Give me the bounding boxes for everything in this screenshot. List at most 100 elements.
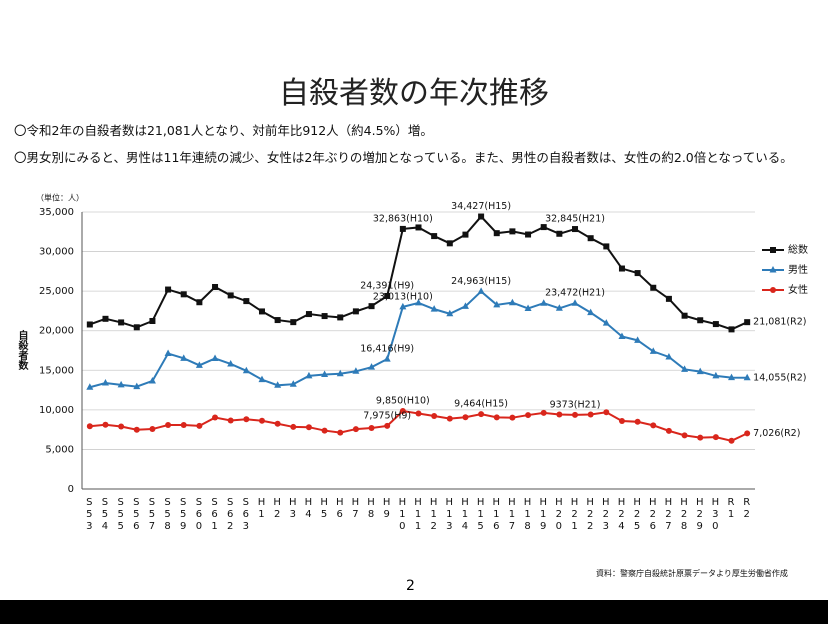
series-line	[89, 290, 748, 389]
point	[525, 412, 532, 419]
data-label: 32,863(H10)	[373, 213, 433, 224]
point	[649, 347, 657, 354]
point	[431, 412, 438, 419]
x-tick-label: S54	[99, 497, 110, 533]
point	[242, 366, 250, 374]
x-tick-label: H21	[569, 497, 580, 533]
point	[399, 408, 406, 415]
point	[384, 422, 391, 429]
point	[133, 426, 140, 433]
x-tick-label: H23	[600, 497, 611, 533]
point	[571, 299, 579, 306]
point	[227, 359, 235, 367]
data-label: 24,963(H15)	[451, 276, 511, 287]
point	[618, 418, 625, 425]
legend-label: 男性	[788, 263, 808, 276]
point	[383, 355, 391, 362]
point	[587, 308, 595, 316]
point	[430, 305, 438, 312]
point	[744, 430, 751, 437]
point	[509, 228, 516, 235]
point	[274, 317, 281, 324]
point	[508, 298, 516, 306]
x-tick-label: H25	[632, 497, 643, 533]
point	[243, 298, 250, 305]
point	[744, 319, 751, 326]
x-tick-label: H12	[428, 497, 439, 533]
x-tick-label: H28	[679, 497, 690, 533]
point	[634, 336, 642, 343]
point	[493, 300, 501, 308]
bullet: 〇男女別にみると、男性は11年連続の減少、女性は2年ぶりの増加となっている。また…	[14, 150, 793, 165]
point	[462, 414, 469, 421]
point	[399, 302, 407, 310]
x-tick-label: H9	[381, 497, 392, 521]
point	[572, 226, 579, 233]
point	[305, 371, 313, 379]
point	[86, 321, 93, 328]
point	[337, 314, 344, 321]
bottom-bar	[0, 600, 828, 624]
x-tick-label: H5	[319, 497, 330, 521]
bullet: 〇令和2年の自殺者数は21,081人となり、対前年比912人（約4.5%）増。	[14, 123, 433, 138]
chart: （単位：人） 自殺者数 0 5,000 10,000 15,000 20,000 25,0…	[16, 193, 808, 534]
point	[165, 286, 172, 293]
point	[634, 418, 641, 425]
point	[493, 414, 500, 421]
series-line	[89, 215, 748, 331]
point	[336, 369, 344, 377]
y-tick-label: 5,000	[45, 444, 74, 455]
x-tick-label: H14	[459, 497, 470, 533]
point	[446, 415, 453, 422]
page-number: 2	[406, 578, 415, 594]
point	[384, 292, 391, 299]
x-tick-label: H17	[506, 497, 517, 533]
point	[461, 302, 469, 309]
point	[118, 423, 125, 430]
point	[289, 380, 297, 387]
point	[618, 265, 625, 272]
point	[164, 349, 172, 357]
point	[227, 292, 234, 299]
x-tick-label: S55	[115, 497, 126, 533]
point	[770, 247, 776, 253]
point	[258, 375, 266, 383]
point	[165, 422, 172, 429]
y-tick-label: 20,000	[39, 326, 74, 337]
point	[769, 266, 777, 273]
point	[650, 284, 657, 291]
point	[337, 429, 344, 436]
x-tick-label: H3	[287, 497, 298, 521]
point	[540, 299, 548, 306]
x-tick-label: H8	[366, 497, 377, 521]
point	[196, 422, 203, 429]
point	[697, 317, 704, 324]
data-label: 9,464(H15)	[454, 399, 508, 410]
x-tick-label: H30	[710, 497, 721, 533]
y-axis-label: 自殺者数	[16, 329, 29, 371]
x-tick-label: H19	[538, 497, 549, 533]
point	[712, 434, 719, 441]
point	[587, 235, 594, 242]
point	[196, 299, 203, 306]
point	[195, 361, 203, 368]
data-label: 24,391(H9)	[360, 280, 414, 291]
x-tick-label: S61	[209, 497, 220, 533]
point	[462, 231, 469, 238]
point	[587, 411, 594, 418]
point	[477, 287, 485, 294]
legend-label: 女性	[788, 283, 808, 296]
point	[352, 308, 359, 315]
x-tick-label: H15	[475, 497, 486, 533]
y-tick-label: 15,000	[39, 365, 74, 376]
point	[540, 409, 547, 416]
y-tick-label: 35,000	[39, 207, 74, 218]
point	[133, 382, 141, 390]
x-tick-label: H24	[616, 497, 627, 533]
point	[556, 411, 563, 418]
point	[274, 420, 281, 427]
point	[728, 373, 736, 381]
x-tick-label: R2	[741, 497, 752, 521]
data-label: 23,472(H21)	[545, 288, 605, 299]
x-tick-label: H4	[303, 497, 314, 521]
